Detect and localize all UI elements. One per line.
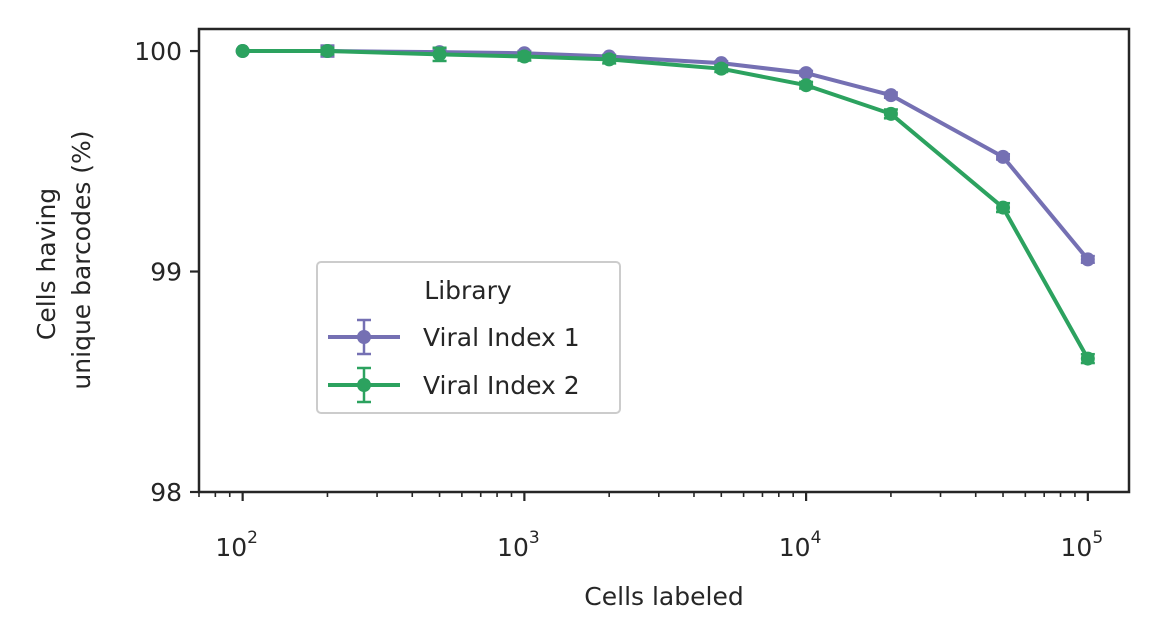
x-tick-label-exponent: 3 (529, 528, 540, 548)
plot-area (197, 27, 1131, 494)
data-point (1080, 351, 1095, 366)
y-axis-label: Cells having unique barcodes (%) (32, 130, 96, 389)
data-point (235, 44, 250, 59)
legend: Library Viral Index 1 Viral Index 2 (316, 261, 621, 414)
data-point (602, 52, 617, 67)
data-point (996, 200, 1011, 215)
x-tick-label: 103 (497, 528, 540, 562)
legend-label: Viral Index 1 (423, 323, 580, 352)
legend-entry: Viral Index 2 (328, 366, 580, 404)
x-tick-label-base: 10 (1061, 533, 1093, 562)
data-point (996, 149, 1011, 164)
data-point (320, 44, 335, 59)
x-axis-label: Cells labeled (584, 582, 743, 611)
y-axis-label-line-1: Cells having (32, 188, 61, 340)
legend-box (316, 261, 621, 414)
series-2 (235, 44, 1095, 366)
x-tick-label-exponent: 4 (811, 528, 822, 548)
x-tick-label-exponent: 5 (1092, 528, 1103, 548)
y-tick-label: 100 (134, 37, 182, 66)
legend-marker (357, 330, 371, 344)
data-point (714, 61, 729, 76)
legend-title: Library (424, 276, 512, 305)
data-point (883, 88, 898, 103)
x-tick-label: 102 (215, 528, 258, 562)
y-tick-label: 99 (150, 258, 182, 287)
y-tick-label: 98 (150, 478, 182, 507)
data-point (883, 106, 898, 121)
x-tick-label-base: 10 (215, 533, 247, 562)
x-tick-label: 104 (779, 528, 822, 562)
x-tick-label: 105 (1061, 528, 1104, 562)
data-point (432, 47, 447, 62)
x-tick-label-exponent: 2 (247, 528, 258, 548)
data-point (1080, 252, 1095, 267)
y-axis-label-line-2: unique barcodes (%) (67, 130, 96, 389)
legend-entry: Viral Index 1 (328, 318, 580, 356)
legend-marker (357, 378, 371, 392)
data-point (799, 66, 814, 81)
x-axis-ticks: 102 103 104 105 (198, 492, 1104, 562)
y-axis-ticks: 98 99 100 (134, 37, 199, 507)
legend-label: Viral Index 2 (423, 371, 580, 400)
data-point (517, 49, 532, 64)
legend-entries: Viral Index 1 Viral Index 2 (328, 318, 580, 404)
series-layer (235, 44, 1095, 366)
series-line (242, 49, 1090, 360)
x-tick-label-base: 10 (497, 533, 529, 562)
data-point (799, 78, 814, 93)
x-tick-label-base: 10 (779, 533, 811, 562)
